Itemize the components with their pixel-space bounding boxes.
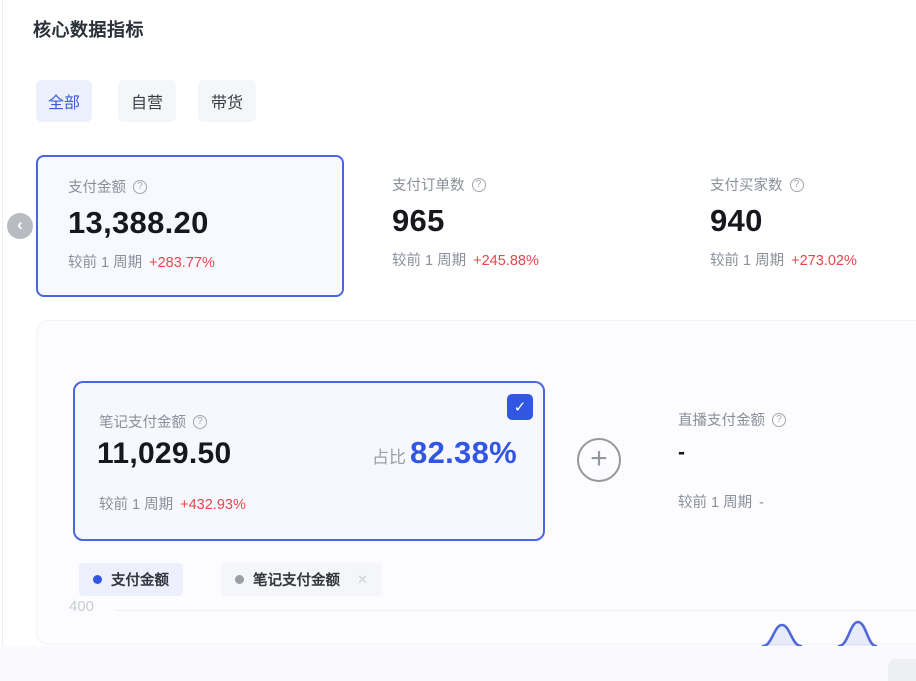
metric-label: 支付买家数 [710, 178, 783, 194]
y-axis-tick-400: 400 [69, 598, 95, 615]
compare-delta: +273.02% [791, 253, 857, 269]
compare-label: 较前 1 周期 [99, 497, 174, 513]
add-metric-button[interactable]: + [577, 438, 621, 482]
chart-gridline [115, 610, 916, 611]
live-card-label: 直播支付金额 [678, 413, 765, 429]
close-icon[interactable]: ✕ [357, 571, 368, 587]
help-icon[interactable]: ? [133, 179, 147, 194]
live-payment-card[interactable]: 直播支付金额 ? - 较前 1 周期 - [661, 381, 916, 541]
legend-chip-note-payment-amount[interactable]: 笔记支付金额 ✕ [221, 563, 382, 596]
metric-label: 支付订单数 [392, 178, 465, 194]
legend-chip-payment-amount[interactable]: 支付金额 [79, 563, 183, 596]
compare-label: 较前 1 周期 [678, 495, 753, 511]
breakdown-panel: 笔记支付金额 ? 11,029.50 占比 82.38% 较前 1 周期 +432… [36, 320, 916, 646]
compare-delta: +245.88% [473, 253, 539, 269]
metric-value: 965 [392, 203, 445, 238]
metric-label: 支付金额 [68, 180, 126, 196]
compare-delta: +432.93% [180, 497, 246, 513]
tab-with-goods[interactable]: 带货 [198, 80, 256, 122]
legend-dot-gray [235, 575, 244, 584]
compare-label: 较前 1 周期 [392, 253, 467, 269]
chevron-left-icon: ‹ [17, 215, 23, 234]
share-value: 82.38% [410, 435, 517, 470]
metric-card-paid-orders[interactable]: 支付订单数 ? 965 较前 1 周期 +245.88% [368, 155, 680, 297]
compare-label: 较前 1 周期 [68, 255, 143, 271]
help-icon[interactable]: ? [789, 177, 804, 192]
live-card-value: - [678, 441, 685, 464]
left-panel-divider [2, 0, 3, 681]
compare-delta: +283.77% [149, 255, 215, 271]
metric-value: 13,388.20 [68, 205, 209, 240]
floating-widget-corner [888, 659, 916, 681]
help-icon[interactable]: ? [193, 414, 207, 429]
share-label: 占比 [372, 448, 407, 467]
tab-self-operated[interactable]: 自营 [118, 80, 176, 122]
note-card-value: 11,029.50 [97, 437, 232, 470]
line-chart-peaks [761, 620, 878, 646]
page-title: 核心数据指标 [33, 20, 144, 40]
note-payment-card[interactable]: 笔记支付金额 ? 11,029.50 占比 82.38% 较前 1 周期 +432… [73, 381, 545, 541]
legend-label: 笔记支付金额 [253, 573, 340, 589]
metric-card-payment-amount[interactable]: 支付金额 ? 13,388.20 较前 1 周期 +283.77% [36, 155, 344, 297]
help-icon[interactable]: ? [772, 412, 786, 427]
tab-all[interactable]: 全部 [36, 80, 92, 122]
carousel-prev-button[interactable]: ‹ [7, 213, 33, 239]
note-card-checkbox[interactable]: ✓ [507, 394, 533, 420]
note-card-label: 笔记支付金额 [99, 415, 186, 431]
metric-value: 940 [710, 203, 763, 238]
legend-dot-blue [93, 575, 102, 584]
plus-icon: + [590, 441, 608, 475]
metric-card-paid-buyers[interactable]: 支付买家数 ? 940 较前 1 周期 +273.02% [686, 155, 916, 297]
compare-label: 较前 1 周期 [710, 253, 785, 269]
page-bottom-strip [0, 646, 916, 681]
compare-delta: - [759, 495, 764, 511]
legend-label: 支付金额 [111, 573, 169, 589]
check-icon: ✓ [513, 399, 527, 416]
help-icon[interactable]: ? [471, 177, 486, 192]
